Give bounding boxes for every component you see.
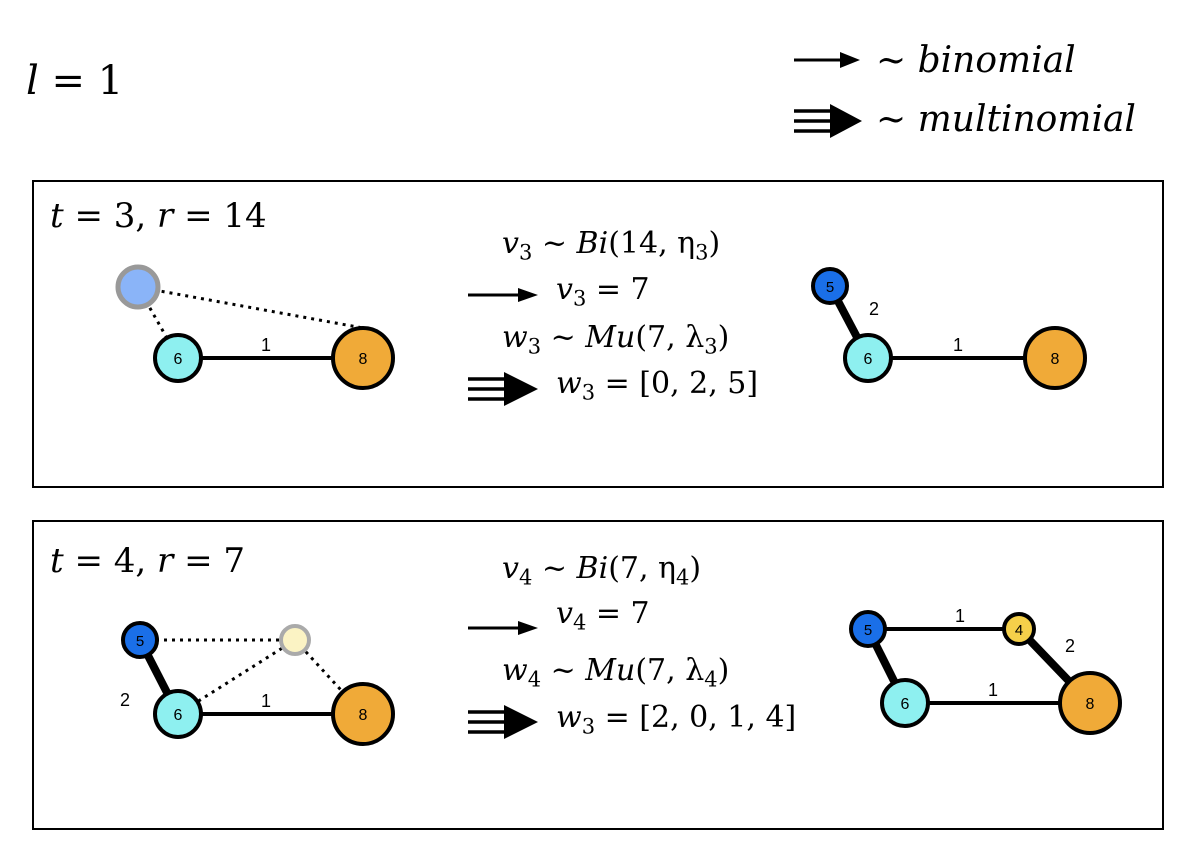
panel1-node-6 [153,333,203,383]
panel1-eta-sub: 3 [695,240,709,265]
panel2-multinomial-draw: w4 ~ Mu(7, λ4) [502,653,730,692]
panel2-graph-before: 2 1 5 6 8 [120,621,395,746]
panel2-after-edge-5-4-label: 1 [955,606,965,626]
panel2-multinomial-arrow-icon [468,705,538,739]
panel2-binomial-result: v4 = 7 [556,596,650,635]
l-value: 1 [97,58,124,104]
panel2-v-result-sub: 4 [572,610,587,635]
multinomial-arrow-icon [794,104,862,138]
panel2-v-value: 7 [630,596,650,631]
panel1-after-edge-6-8-label: 1 [953,335,963,355]
panel2-after-node-5-label: 5 [864,622,872,639]
panel2-binomial-draw: v4 ~ Bi(7, η4) [502,551,702,590]
panel2-edge-5-6-label: 2 [120,690,130,710]
panel1-node-8-label: 8 [359,351,368,368]
panel1-binomial-draw: v3 ~ Bi(14, η3) [502,226,721,265]
panel-step-t4 [32,520,1164,830]
panel2-node-6 [153,689,203,739]
panel2-v-sub: 4 [518,565,533,590]
panel1-new-node [115,264,161,310]
legend-arrows [794,52,862,138]
panel2-after-node-4-label: 4 [1015,622,1023,639]
panel2-node-5-label: 5 [136,633,144,650]
panel1-t-value: 3 [113,196,136,236]
panel2-lambda-sub: 4 [704,667,718,692]
panel2-after-node-6-label: 6 [901,696,910,713]
panel2-binomial-arrow-icon [468,621,538,635]
legend-multinomial-label: multinomial [917,99,1136,140]
panel1-w-result-sub: 3 [581,380,596,405]
panel-step-t3 [32,180,1164,488]
level-label: l = 1 [26,58,124,104]
panel1-binomial-arrow-icon [468,288,538,302]
panel1-w-sub: 3 [527,334,542,359]
panel2-new-node [279,624,311,656]
legend-binomial-label: binomial [917,40,1076,81]
panel1-graph-before: 1 6 8 [115,264,395,390]
panel2-multinomial-result: w3 = [2, 0, 1, 4] [556,700,797,739]
panel2-graph-after: 1 2 1 5 4 6 8 [849,606,1122,735]
panel1-v-sub: 3 [518,240,533,265]
panel2-w-sub: 4 [527,667,542,692]
panel2-after-edge-4-8-label: 2 [1065,636,1075,656]
panel1-v-value: 7 [630,272,650,307]
panel2-bi-args: (7, η [608,551,677,586]
legend-binomial: ~ binomial [876,40,1076,81]
panel1-multinomial-result: w3 = [0, 2, 5] [556,366,759,405]
l-variable: l [26,58,39,104]
panel2-node-8-label: 8 [359,707,368,724]
panel2-node-5 [121,621,159,659]
panel1-node-6-label: 6 [174,351,183,368]
panel1-multinomial-arrow-icon [468,372,538,406]
panel2-edge-6-8-label: 1 [261,691,271,711]
legend-binomial-tilde: ~ [876,40,907,81]
panel1-lambda-sub: 3 [704,334,718,359]
panel2-node-8 [331,682,395,746]
panel2-w-result-sub: 3 [581,714,596,739]
panel2-mu-args: (7, λ [635,653,705,688]
panel2-after-node-4 [1002,612,1036,646]
panel1-graph-after: 2 1 5 6 8 [811,267,1087,390]
panel1-title: t = 3, r = 14 [50,196,267,236]
panel2-after-node-8-label: 8 [1086,696,1095,713]
panel1-dotted-edge-to-8 [137,285,364,330]
panel2-dotted-edge-new-8 [293,638,365,716]
panel1-v-result-sub: 3 [572,286,587,311]
panel2-after-node-8 [1058,671,1122,735]
panel1-after-node-8 [1023,326,1087,390]
panel1-mu-args: (7, λ [635,320,705,355]
panel1-node-8 [331,326,395,390]
panel1-after-edge-5-6-label: 2 [869,299,879,319]
panel2-t-value: 4 [113,541,136,581]
panel1-after-node-6 [843,333,893,383]
panel2-r-value: 7 [223,541,246,581]
legend-multinomial-tilde: ~ [876,99,907,140]
panel1-edge-6-8-label: 1 [261,335,271,355]
panel2-node-6-label: 6 [174,707,183,724]
binomial-arrow-icon [794,52,860,68]
panel1-r-value: 14 [223,196,267,236]
panel1-bi-args: (14, η [608,226,696,261]
panel1-multinomial-draw: w3 ~ Mu(7, λ3) [502,320,730,359]
legend-multinomial: ~ multinomial [876,99,1136,140]
panel2-after-edge-6-8-label: 1 [988,680,998,700]
panel2-eta-sub: 4 [676,565,690,590]
panel1-after-node-5 [811,267,849,305]
panel1-binomial-result: v3 = 7 [556,272,650,311]
panel1-after-node-8-label: 8 [1051,351,1060,368]
panel2-w-value: [2, 0, 1, 4] [639,700,797,735]
panel2-after-node-6 [880,678,930,728]
panel1-w-value: [0, 2, 5] [639,366,759,401]
panel1-after-node-5-label: 5 [826,279,834,296]
panel1-after-node-6-label: 6 [864,351,873,368]
panel2-title: t = 4, r = 7 [50,541,246,581]
panel2-after-node-5 [849,610,887,648]
